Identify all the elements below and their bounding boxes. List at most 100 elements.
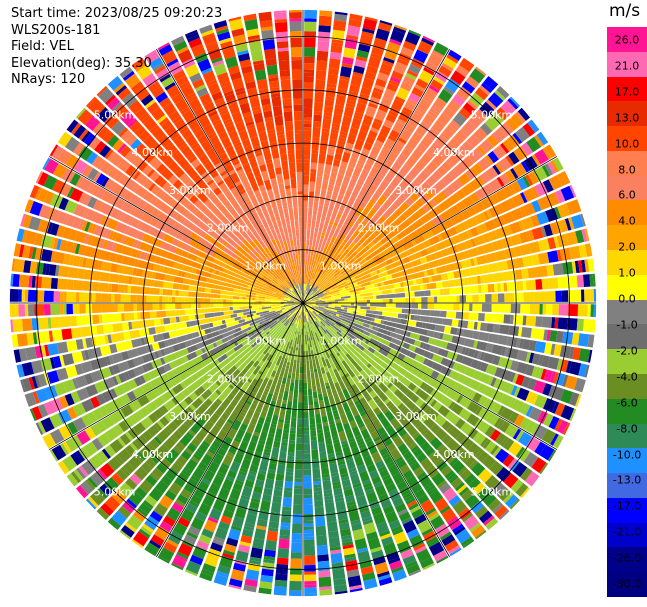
gate-cell: [307, 307, 315, 315]
gate-cell: [321, 232, 326, 236]
gate-cell: [343, 225, 352, 236]
gate-cell: [111, 120, 126, 136]
gate-cell: [386, 352, 395, 361]
gate-cell: [516, 349, 529, 362]
gate-cell: [333, 259, 338, 264]
gate-cell: [261, 277, 269, 283]
gate-cell: [325, 258, 331, 266]
gate-cell: [551, 401, 560, 414]
gate-cell: [295, 310, 298, 314]
gate-cell: [128, 216, 135, 226]
gate-cell: [266, 361, 273, 369]
gate-cell: [282, 281, 291, 290]
gate-cell: [176, 455, 188, 466]
gate-cell: [164, 489, 177, 501]
gate-cell: [303, 251, 306, 262]
gate-cell: [177, 248, 183, 256]
gate-cell: [361, 273, 372, 280]
gate-cell: [437, 200, 451, 212]
gate-cell: [240, 534, 253, 544]
gate-cell: [421, 297, 428, 303]
gate-cell: [330, 235, 337, 244]
gate-cell: [303, 264, 305, 268]
gate-cell: [240, 286, 248, 291]
gate-cell: [399, 128, 412, 142]
gate-cell: [166, 412, 175, 421]
gate-cell: [303, 303, 313, 306]
gate-cell: [391, 396, 398, 403]
gate-cell: [190, 224, 197, 232]
gate-cell: [356, 311, 367, 317]
gate-cell: [382, 298, 390, 303]
gate-cell: [487, 333, 499, 344]
gate-cell: [539, 304, 543, 315]
gate-cell: [201, 393, 208, 400]
gate-cell: [179, 185, 188, 194]
gate-cell: [319, 333, 323, 338]
gate-cell: [481, 264, 490, 274]
gate-cell: [390, 369, 402, 380]
gate-cell: [482, 242, 495, 254]
gate-cell: [465, 295, 470, 303]
gate-cell: [347, 326, 355, 332]
gate-cell: [425, 484, 436, 493]
gate-cell: [303, 149, 311, 157]
gate-cell: [247, 440, 257, 452]
gate-cell: [312, 259, 317, 270]
gate-cell: [34, 232, 44, 247]
gate-cell: [427, 408, 440, 421]
gate-cell: [494, 303, 505, 313]
gate-cell: [466, 99, 478, 110]
gate-cell: [370, 321, 378, 327]
gate-cell: [320, 235, 325, 240]
gate-cell: [318, 305, 326, 308]
gate-cell: [310, 430, 317, 438]
gate-cell: [461, 346, 467, 355]
gate-cell: [27, 289, 38, 302]
gate-cell: [363, 163, 373, 172]
gate-cell: [377, 571, 390, 578]
gate-cell: [413, 315, 421, 322]
gate-cell: [528, 406, 543, 422]
gate-cell: [357, 318, 365, 323]
gate-cell: [283, 490, 293, 498]
gate-cell: [118, 372, 128, 383]
gate-cell: [578, 363, 588, 378]
gate-cell: [317, 327, 323, 334]
gate-cell: [379, 146, 391, 159]
gate-cell: [448, 170, 457, 180]
gate-cell: [396, 140, 406, 148]
gate-cell: [196, 417, 206, 427]
gate-cell: [587, 258, 595, 272]
gate-cell: [284, 296, 289, 298]
gate-cell: [554, 206, 562, 219]
gate-cell: [333, 107, 344, 116]
gate-cell: [539, 291, 547, 302]
gate-cell: [303, 373, 307, 380]
gate-cell: [298, 386, 303, 393]
gate-cell: [262, 562, 275, 571]
gate-cell: [542, 413, 554, 427]
gate-cell: [545, 144, 557, 159]
gate-cell: [422, 562, 435, 571]
gate-cell: [167, 160, 179, 172]
gate-cell: [325, 329, 333, 338]
gate-cell: [346, 25, 361, 37]
gate-cell: [562, 422, 571, 435]
gate-cell: [452, 500, 468, 515]
gate-cell: [71, 242, 78, 254]
gate-cell: [301, 312, 303, 316]
gate-cell: [452, 382, 460, 391]
gate-cell: [380, 338, 391, 347]
gate-cell: [182, 376, 194, 388]
gate-cell: [547, 356, 560, 370]
gate-cell: [118, 420, 130, 432]
gate-cell: [537, 196, 551, 211]
gate-cell: [281, 297, 285, 299]
gate-cell: [470, 258, 475, 267]
gate-cell: [137, 160, 148, 172]
gate-cell: [293, 303, 303, 305]
gate-cell: [428, 276, 433, 283]
gate-cell: [300, 303, 303, 313]
gate-cell: [42, 263, 47, 275]
